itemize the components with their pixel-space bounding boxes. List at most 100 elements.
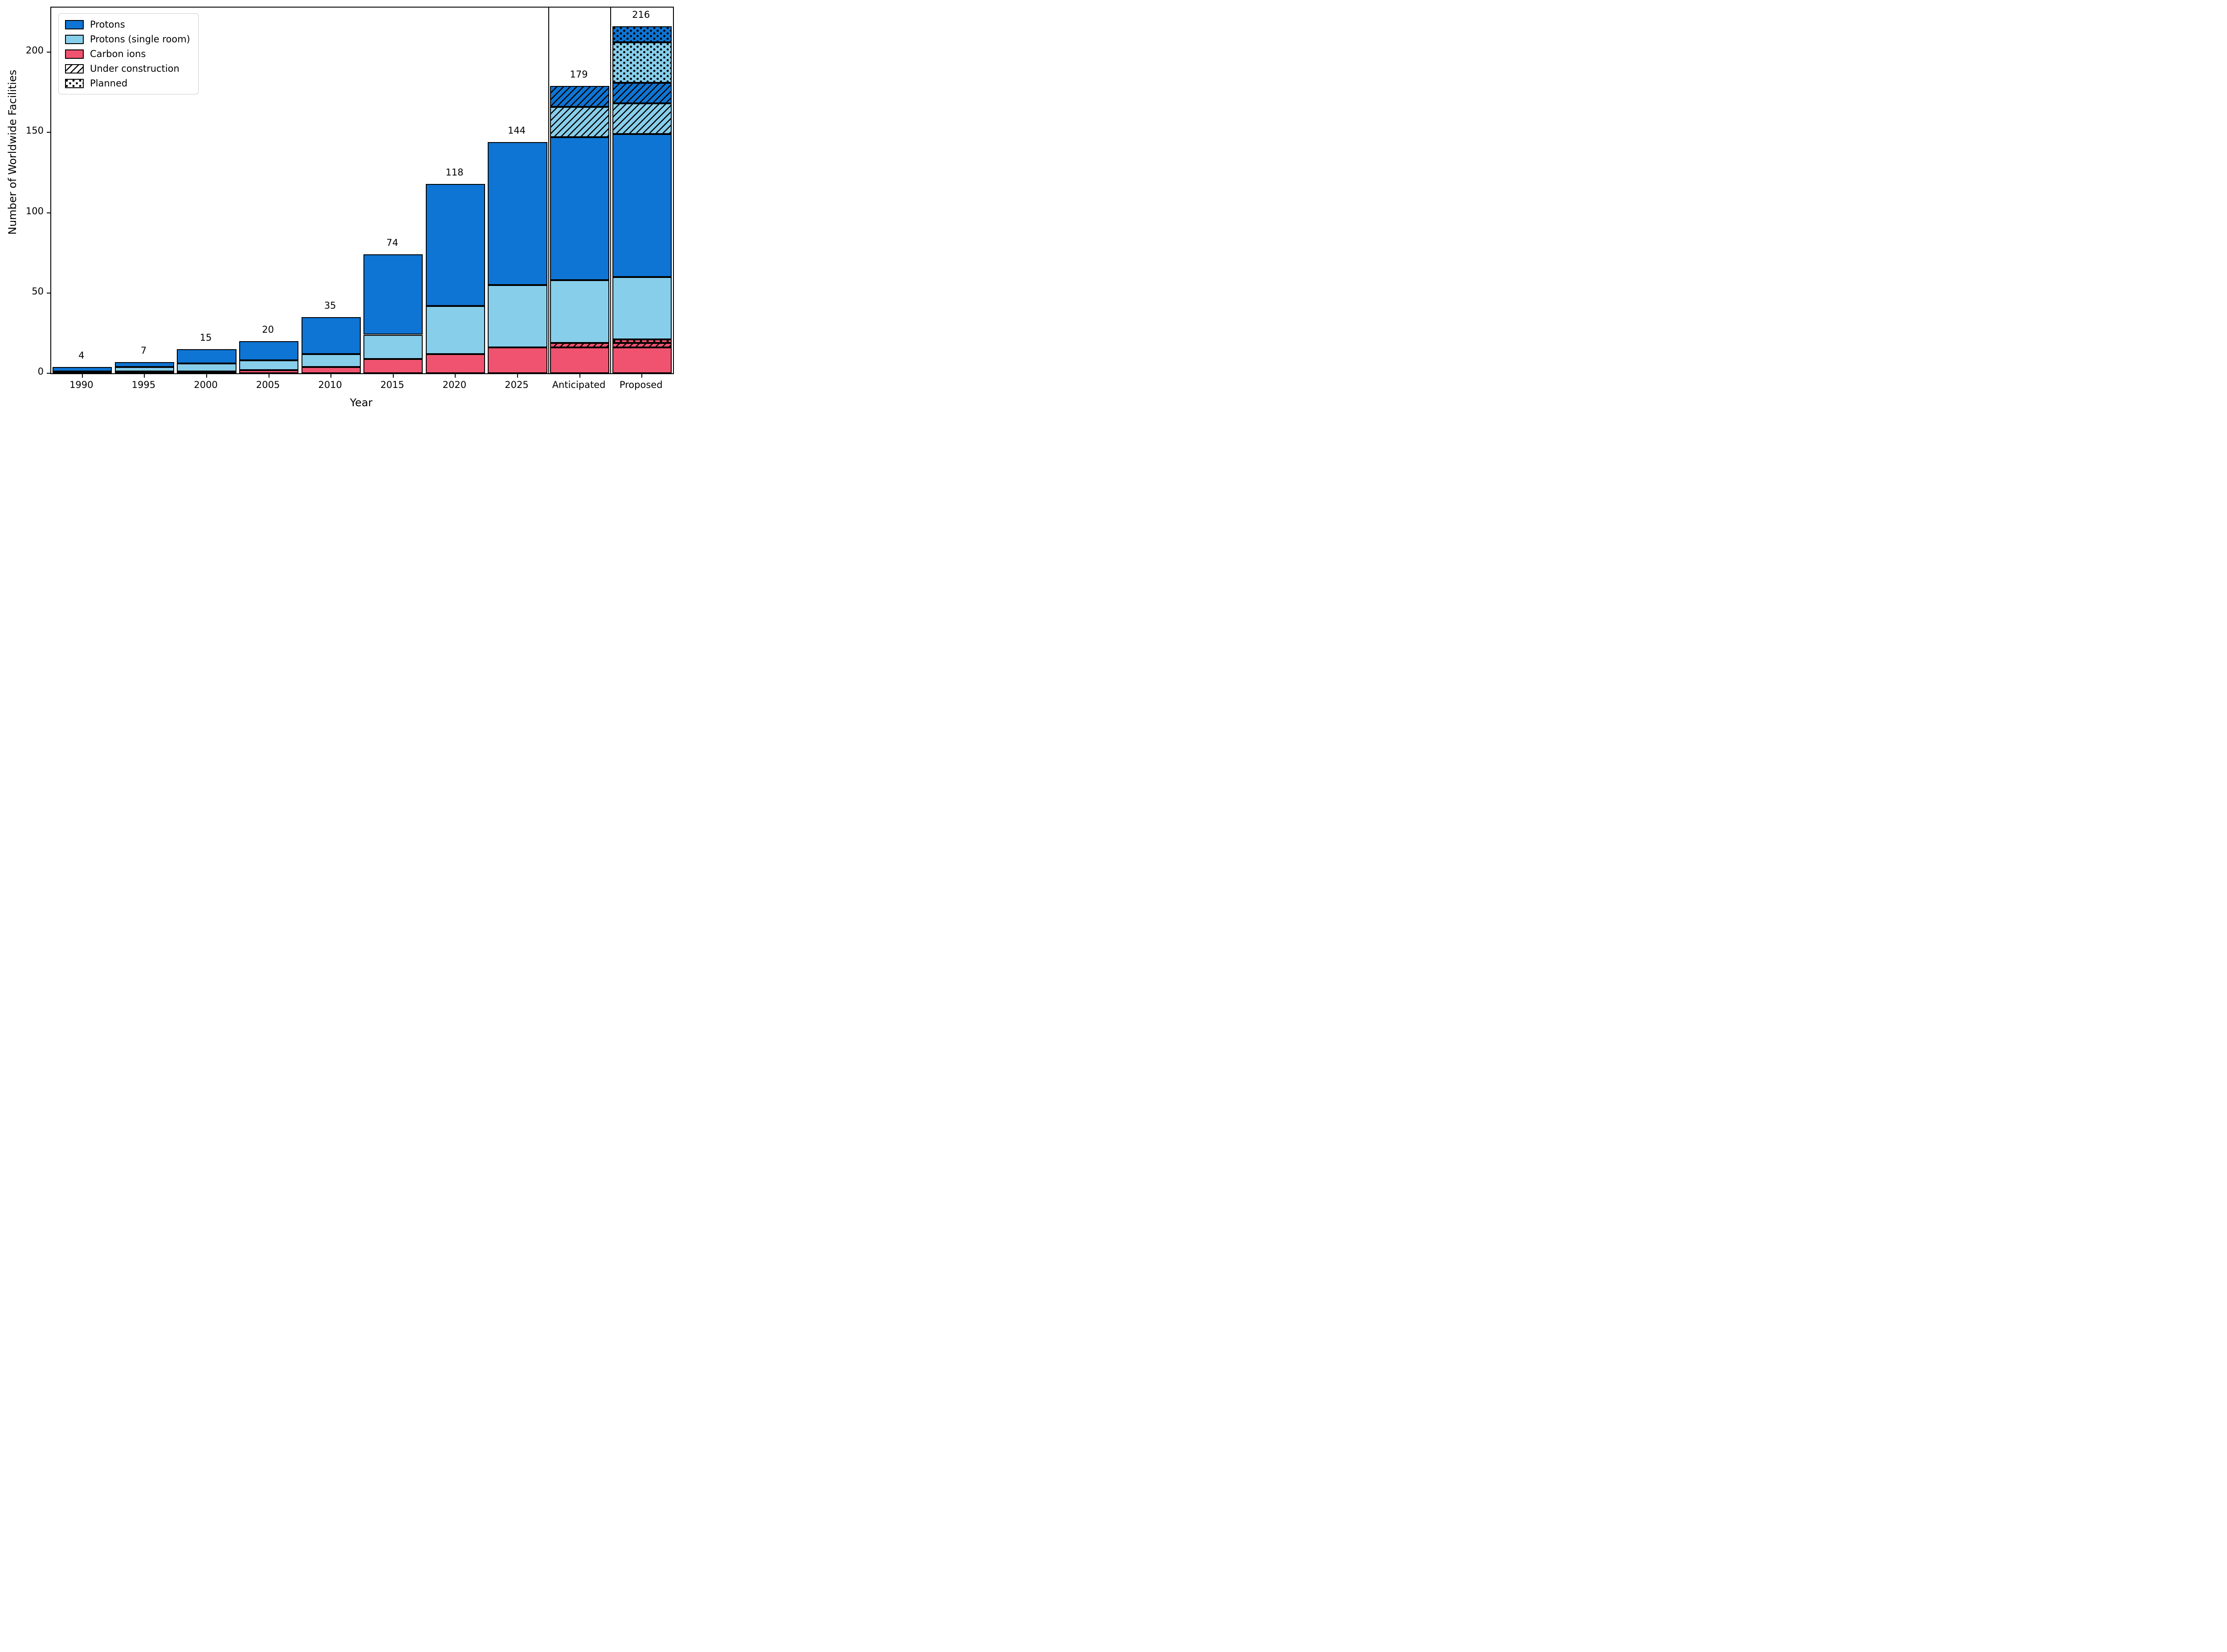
bar-total-label: 216: [632, 9, 650, 20]
segment-carbon: [114, 371, 175, 373]
segment-carbon: [177, 371, 237, 373]
segment-protons: [114, 362, 175, 367]
x-axis-tick: [641, 373, 643, 378]
bar-total-label: 4: [78, 350, 85, 361]
bar-2025: [488, 142, 547, 373]
y-axis-tick-label: 50: [32, 286, 44, 297]
segment-carbon-uc: [612, 343, 672, 348]
y-axis-tick: [47, 373, 51, 374]
y-axis-tick: [47, 292, 51, 294]
segment-single: [363, 334, 423, 359]
bar-total-label: 20: [262, 324, 274, 335]
bar-2020: [425, 184, 485, 373]
segment-protons-planned: [612, 26, 672, 43]
bar-total-label: 74: [386, 237, 399, 249]
segment-single-uc: [612, 103, 672, 134]
y-axis-tick: [47, 132, 51, 133]
segment-single: [114, 367, 175, 372]
x-axis-tick: [144, 373, 145, 378]
carbon-ions-swatch-icon: [65, 49, 84, 59]
segment-carbon: [363, 359, 423, 373]
x-axis-tick: [392, 373, 394, 378]
segment-carbon: [425, 354, 485, 373]
bar-total-label: 7: [140, 345, 147, 356]
chart-legend: Protons Protons (single room) Carbon ion…: [58, 13, 199, 94]
segment-single: [177, 363, 237, 372]
y-axis-tick: [47, 52, 51, 53]
x-axis-tick: [517, 373, 518, 378]
bar-total-label: 144: [507, 125, 526, 136]
x-axis-tick-label: 1995: [131, 379, 156, 390]
planned-dots-swatch-icon: [65, 78, 84, 88]
y-axis-tick: [47, 212, 51, 213]
bar-total-label: 35: [324, 300, 336, 311]
chart-figure: Number of Worldwide Facilities Protons P…: [0, 0, 677, 413]
legend-label: Carbon ions: [90, 49, 146, 59]
x-axis-tick-label: 2005: [256, 379, 280, 390]
x-axis-label: Year: [350, 396, 373, 409]
section-separator-line: [610, 8, 612, 373]
segment-protons-uc: [612, 82, 672, 104]
section-separator-line: [548, 8, 549, 373]
bar-total-label: 118: [445, 167, 464, 178]
x-axis-tick: [579, 373, 580, 378]
x-axis-tick-label: 2025: [505, 379, 529, 390]
y-axis-tick-label: 200: [25, 45, 44, 56]
x-axis-tick-label: 2010: [318, 379, 342, 390]
x-axis-tick-label: 2020: [442, 379, 467, 390]
segment-single: [53, 371, 112, 373]
legend-item-under-construction: Under construction: [65, 63, 190, 74]
bar-2005: [239, 341, 299, 373]
x-axis-tick-label: Proposed: [619, 379, 663, 390]
segment-single-planned: [612, 42, 672, 83]
segment-protons-uc: [550, 86, 610, 107]
x-axis-tick: [82, 373, 83, 378]
segment-carbon-planned: [612, 339, 672, 343]
segment-single: [425, 306, 485, 354]
under-construction-hatch-swatch-icon: [65, 64, 84, 73]
segment-protons: [612, 134, 672, 277]
segment-single: [239, 360, 299, 370]
y-axis-label: Number of Worldwide Facilities: [6, 69, 19, 235]
segment-carbon: [612, 347, 672, 373]
plot-area: Protons Protons (single room) Carbon ion…: [47, 7, 674, 378]
segment-protons: [363, 254, 423, 335]
legend-item-protons-single-room: Protons (single room): [65, 34, 190, 45]
y-axis-tick-label: 0: [37, 366, 44, 377]
x-axis-tick-label: 1990: [69, 379, 94, 390]
legend-label: Protons: [90, 19, 125, 30]
x-axis-tick: [330, 373, 332, 378]
segment-protons: [488, 142, 547, 285]
segment-single: [488, 285, 547, 348]
legend-item-planned: Planned: [65, 78, 190, 89]
bar-total-label: 15: [200, 332, 212, 343]
legend-label: Under construction: [90, 63, 179, 74]
bar-2010: [301, 317, 361, 373]
bar-total-label: 179: [570, 69, 588, 80]
segment-carbon: [550, 347, 610, 373]
legend-label: Planned: [90, 78, 128, 89]
y-axis-tick-label: 150: [25, 125, 44, 136]
bar-1990: [53, 367, 112, 373]
segment-protons: [550, 137, 610, 280]
bar-anticipated: [550, 86, 610, 373]
segment-protons: [177, 349, 237, 364]
segment-single: [550, 280, 610, 343]
segment-single-uc: [550, 106, 610, 138]
segment-protons: [53, 367, 112, 372]
legend-item-carbon-ions: Carbon ions: [65, 49, 190, 59]
segment-single: [612, 277, 672, 340]
x-axis-tick: [206, 373, 207, 378]
segment-protons: [425, 184, 485, 306]
bar-2000: [177, 349, 237, 373]
bar-2015: [363, 254, 423, 373]
y-axis-tick-label: 100: [25, 205, 44, 216]
protons-single-room-swatch-icon: [65, 34, 84, 44]
bar-proposed: [612, 26, 672, 373]
segment-protons: [239, 341, 299, 361]
segment-carbon-uc: [550, 343, 610, 348]
legend-label: Protons (single room): [90, 34, 190, 45]
segment-protons: [301, 317, 361, 354]
protons-swatch-icon: [65, 20, 84, 29]
legend-item-protons: Protons: [65, 19, 190, 30]
